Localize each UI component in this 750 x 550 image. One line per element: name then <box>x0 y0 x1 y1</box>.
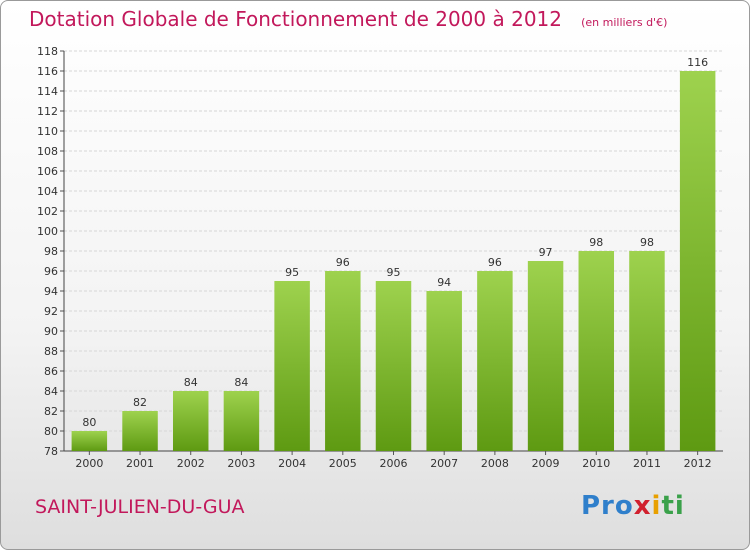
data-label-2007: 94 <box>437 276 451 289</box>
proxiti-logo[interactable]: Proxiti <box>581 491 685 521</box>
bar-2008 <box>477 271 513 451</box>
y-tick-label: 96 <box>44 265 58 278</box>
x-tick-label: 2000 <box>75 457 103 470</box>
data-label-2000: 80 <box>82 416 96 429</box>
data-label-2005: 96 <box>336 256 350 269</box>
chart-title: Dotation Globale de Fonctionnement de 20… <box>29 7 562 31</box>
data-label-2009: 97 <box>539 246 553 259</box>
commune-name: SAINT-JULIEN-DU-GUA <box>35 496 245 518</box>
data-label-2011: 98 <box>640 236 654 249</box>
data-label-2001: 82 <box>133 396 147 409</box>
x-tick-label: 2003 <box>227 457 255 470</box>
y-tick-label: 84 <box>44 385 58 398</box>
title-row: Dotation Globale de Fonctionnement de 20… <box>29 7 667 31</box>
y-tick-label: 80 <box>44 425 58 438</box>
x-tick-label: 2001 <box>126 457 154 470</box>
y-tick-label: 100 <box>37 225 58 238</box>
bar-2010 <box>578 251 615 451</box>
y-tick-label: 108 <box>37 145 58 158</box>
y-tick-label: 106 <box>37 165 58 178</box>
y-tick-label: 92 <box>44 305 58 318</box>
chart-subtitle: (en milliers d'€) <box>581 16 668 29</box>
bar-2002 <box>172 391 209 451</box>
data-label-2004: 95 <box>285 266 299 279</box>
x-tick-label: 2009 <box>532 457 560 470</box>
y-tick-label: 88 <box>44 345 58 358</box>
y-tick-label: 114 <box>37 85 58 98</box>
bar-2000 <box>71 431 108 451</box>
data-label-2012: 116 <box>687 56 708 69</box>
bar-2003 <box>223 391 260 451</box>
data-label-2008: 96 <box>488 256 502 269</box>
bar-2006 <box>375 281 412 451</box>
y-tick-label: 110 <box>37 125 58 138</box>
y-tick-label: 104 <box>37 185 58 198</box>
y-tick-label: 94 <box>44 285 58 298</box>
bar-2012 <box>679 71 716 451</box>
bar-2007 <box>426 291 462 451</box>
data-label-2002: 84 <box>184 376 198 389</box>
x-tick-label: 2010 <box>582 457 610 470</box>
x-tick-label: 2012 <box>684 457 712 470</box>
y-tick-label: 78 <box>44 445 58 458</box>
y-tick-label: 116 <box>37 65 58 78</box>
bar-2009 <box>527 261 564 451</box>
bar-2011 <box>629 251 665 451</box>
data-label-2006: 95 <box>387 266 401 279</box>
y-tick-label: 90 <box>44 325 58 338</box>
bars-layer <box>71 71 716 451</box>
bar-2001 <box>122 411 158 451</box>
y-tick-label: 82 <box>44 405 58 418</box>
bar-2004 <box>274 281 310 451</box>
labels-layer: 2000 80 2001 82 2002 84 2003 84 2004 95 2005 96 2006… <box>75 56 711 470</box>
x-tick-label: 2011 <box>633 457 661 470</box>
x-tick-label: 2006 <box>380 457 408 470</box>
x-tick-label: 2002 <box>177 457 205 470</box>
data-label-2003: 84 <box>234 376 248 389</box>
y-tick-label: 102 <box>37 205 58 218</box>
x-tick-label: 2008 <box>481 457 509 470</box>
y-tick-label: 98 <box>44 245 58 258</box>
y-tick-label: 112 <box>37 105 58 118</box>
bar-2005 <box>325 271 361 451</box>
data-label-2010: 98 <box>589 236 603 249</box>
y-tick-label: 86 <box>44 365 58 378</box>
x-tick-label: 2004 <box>278 457 306 470</box>
grid-layer: 78 80 82 84 86 88 90 92 94 96 98 100 102 104 106 108 110… <box>37 45 723 458</box>
y-tick-label: 118 <box>37 45 58 58</box>
x-tick-label: 2007 <box>430 457 458 470</box>
x-tick-label: 2005 <box>329 457 357 470</box>
